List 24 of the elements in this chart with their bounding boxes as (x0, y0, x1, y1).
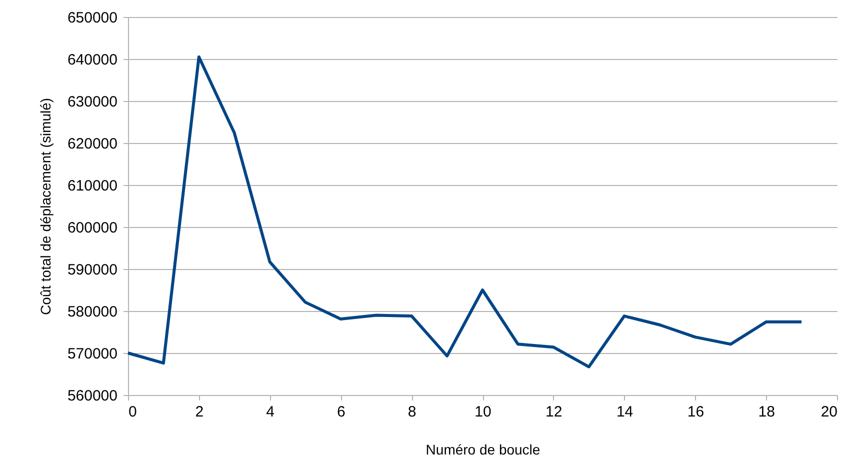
x-tick-label: 12 (546, 404, 562, 420)
x-tick-label: 0 (128, 404, 137, 420)
y-tick-label: 640000 (67, 52, 118, 68)
y-tick-label: 570000 (67, 346, 118, 362)
x-tick-label: 2 (195, 404, 204, 420)
y-tick-label: 620000 (67, 136, 118, 152)
y-axis-title: Coût total de déplacement (simulé) (37, 98, 54, 316)
line-series (126, 55, 804, 368)
y-tick-label: 610000 (67, 178, 118, 194)
y-tick-label: 560000 (67, 388, 118, 404)
y-tick-label: 580000 (67, 304, 118, 320)
x-tick-label: 14 (616, 404, 634, 420)
x-tick-label: 6 (337, 404, 346, 420)
x-tick-label: 20 (820, 404, 838, 420)
y-tick-label: 650000 (67, 10, 118, 26)
x-tick-label: 16 (687, 404, 704, 420)
x-tick-label: 4 (266, 404, 274, 420)
y-tick-label: 630000 (67, 94, 118, 110)
x-tick-label: 18 (758, 404, 775, 420)
y-tick-label: 600000 (67, 220, 118, 236)
x-tick-label: 10 (474, 404, 492, 420)
y-tick-label: 590000 (67, 262, 118, 278)
x-tick-label: 8 (408, 404, 416, 420)
x-axis-title: Numéro de boucle (426, 442, 540, 458)
